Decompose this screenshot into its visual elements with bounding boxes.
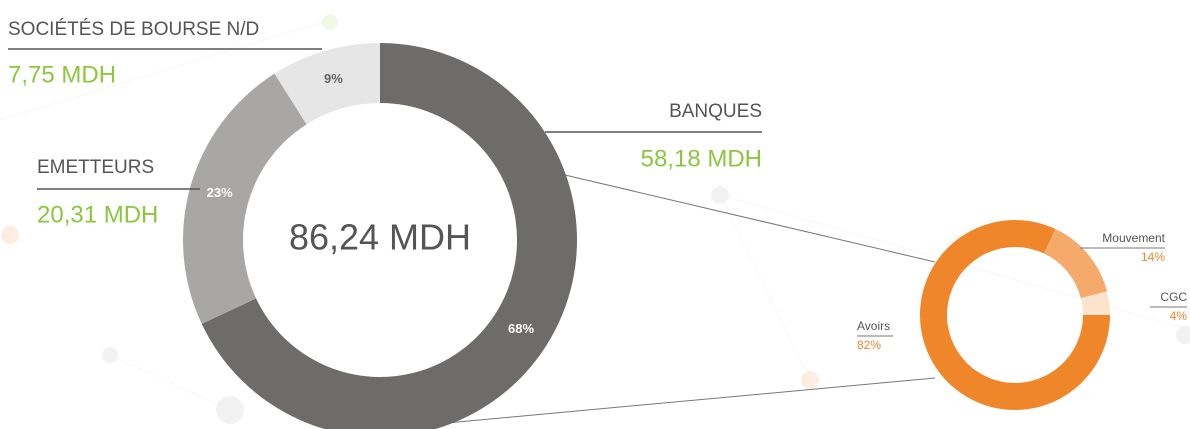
amount-label: 58,18 MDH	[641, 145, 762, 172]
donut-slice	[183, 73, 307, 324]
center-total: 86,24 MDH	[289, 217, 471, 258]
connectors	[424, 174, 936, 426]
value-label: 4%	[1170, 309, 1188, 323]
value-label: 14%	[1141, 250, 1165, 264]
category-label: CGC	[1160, 290, 1187, 304]
background	[0, 14, 1190, 424]
category-label: EMETTEURS	[37, 157, 154, 178]
detail-donut	[920, 219, 1110, 411]
category-label: BANQUES	[669, 101, 762, 122]
donut-slice	[201, 43, 577, 429]
main-donut: 68% 23% 9%	[183, 43, 577, 429]
value-label: 23%	[207, 185, 233, 200]
value-label: 82%	[857, 338, 881, 352]
category-label: SOCIÉTÉS DE BOURSE N/D	[8, 19, 259, 40]
donut-slice	[274, 43, 380, 125]
category-label: Avoirs	[857, 319, 890, 333]
value-label: 9%	[324, 71, 343, 86]
category-label: Mouvement	[1102, 231, 1165, 245]
donut-slice	[1080, 291, 1110, 315]
value-label: 68%	[508, 321, 534, 336]
amount-label: 20,31 MDH	[37, 201, 158, 228]
amount-label: 7,75 MDH	[8, 61, 116, 88]
donut-slice	[1043, 229, 1108, 299]
